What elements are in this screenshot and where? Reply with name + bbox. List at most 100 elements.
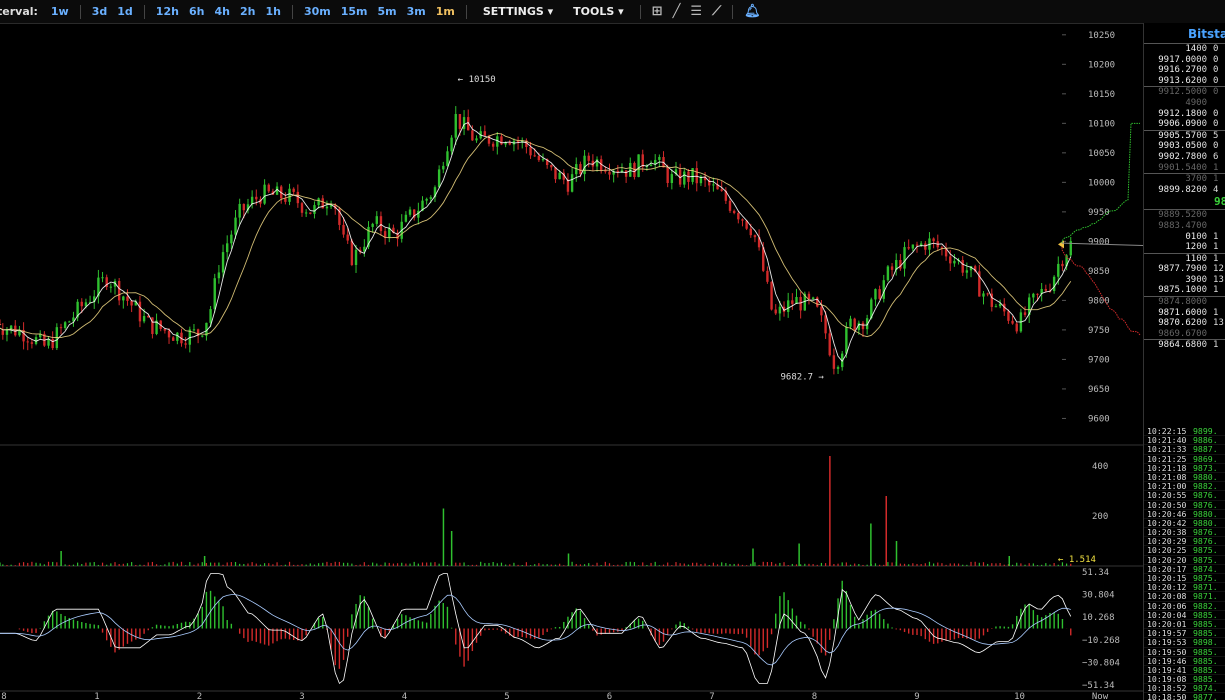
price-axis-tick: 10150 <box>1088 90 1115 100</box>
candle-body <box>741 219 744 221</box>
macd-axis-tick: −30.804 <box>1082 658 1120 668</box>
bell-icon[interactable]: 🔔︎ <box>744 4 761 19</box>
candle-body <box>259 199 262 204</box>
trade-row: 10:18:50 9877. <box>1144 693 1225 700</box>
candle-body <box>658 156 661 160</box>
candle-body <box>712 184 715 186</box>
order-amount: 1 <box>1213 162 1219 173</box>
candle-body <box>117 280 121 301</box>
candle-body <box>749 228 752 236</box>
interval-button-12h[interactable]: 12h <box>155 5 179 18</box>
interval-button-1d[interactable]: 1d <box>117 5 133 18</box>
candle-body <box>300 203 304 213</box>
interval-button-4h[interactable]: 4h <box>214 5 230 18</box>
price-axis-tick: 9900 <box>1088 237 1110 247</box>
candle-body <box>849 318 852 327</box>
interval-button-1h[interactable]: 1h <box>265 5 281 18</box>
macd-axis-tick: −10.268 <box>1082 636 1120 646</box>
trade-row: 10:20:50 9876. <box>1144 499 1225 510</box>
order-book-row: 9916.2700 0 <box>1144 65 1225 76</box>
candle-body <box>521 140 524 143</box>
candle-body <box>1057 263 1060 277</box>
candle-body <box>68 321 71 323</box>
time-axis-tick: 2 <box>197 692 202 700</box>
fan-draw-icon[interactable]: ⟋ <box>712 4 722 19</box>
macd-series <box>18 580 1072 669</box>
candle-body <box>147 316 150 318</box>
candle-body <box>442 165 445 170</box>
trade-row: 10:20:15 9875. <box>1144 574 1225 584</box>
candle-body <box>454 114 457 138</box>
candle-body <box>724 190 728 201</box>
candle-body <box>263 184 266 204</box>
candle-body <box>886 266 890 281</box>
interval-selector: 1w 3d 1d 12h 6h 4h 2h 1h 30m 15m 5m 3m 1m <box>46 4 460 19</box>
volume-axis-tick: 200 <box>1092 512 1108 522</box>
interval-button-30m[interactable]: 30m <box>303 5 331 18</box>
candle-body <box>483 131 487 136</box>
candle-body <box>774 309 777 314</box>
candle-body <box>1061 263 1064 267</box>
crosshair-icon[interactable]: ⊞ <box>651 4 663 19</box>
interval-button-3m[interactable]: 3m <box>406 5 426 18</box>
trade-price: 9871. <box>1193 591 1218 602</box>
candle-body <box>654 159 657 165</box>
candle-body <box>595 159 599 167</box>
interval-button-15m[interactable]: 15m <box>340 5 368 18</box>
candle-body <box>766 270 769 282</box>
order-book-row: 9901.5400 1 <box>1144 163 1225 174</box>
settings-menu-button[interactable]: SETTINGS ▾ <box>482 5 554 18</box>
interval-button-2h[interactable]: 2h <box>239 5 256 18</box>
trade-price: 9880. <box>1193 517 1218 528</box>
order-amount: 0 <box>1213 119 1219 130</box>
order-price: 3700 <box>1185 174 1208 185</box>
ask-depth-line <box>1061 122 1140 244</box>
order-size: 00 <box>1196 264 1208 275</box>
trade-time: 10:20:06 <box>1147 600 1187 611</box>
candle-body <box>537 156 541 161</box>
order-amount: 0 <box>1213 87 1219 98</box>
order-price: 1200 <box>1185 242 1208 253</box>
tools-menu-button[interactable]: TOOLS ▾ <box>573 5 624 18</box>
candle-body <box>446 151 449 166</box>
candle-body <box>824 315 827 334</box>
trade-price: 9877. <box>1193 692 1218 700</box>
candle-body <box>770 281 773 310</box>
exchange-title[interactable]: Bitstan <box>1188 27 1225 41</box>
candle-body <box>832 355 836 369</box>
interval-label: terval: <box>0 5 38 18</box>
order-book-row: 9864.6800 1 <box>1144 339 1225 351</box>
chart-area[interactable]: 9600 9650 9700 9750 9800 9850 9900 9950 10000 100… <box>0 23 1143 700</box>
candle-body <box>1007 311 1010 321</box>
trade-time: 10:20:50 <box>1147 499 1187 510</box>
interval-button-3d[interactable]: 3d <box>91 5 108 18</box>
interval-button-5m[interactable]: 5m <box>377 5 397 18</box>
candle-body <box>982 293 985 297</box>
candle-body <box>978 271 981 297</box>
trade-price: 9887. <box>1193 444 1218 455</box>
candle-body <box>246 204 250 211</box>
candle-body <box>101 277 104 279</box>
interval-button-6h[interactable]: 6h <box>188 5 205 18</box>
trade-row: 10:20:38 9876. <box>1144 528 1225 538</box>
mid-price-line <box>1061 242 1143 247</box>
candle-body <box>242 203 246 211</box>
candle-body <box>84 302 88 307</box>
interval-button-1m[interactable]: 1m <box>435 5 455 18</box>
slow-moving-average-line <box>0 132 1072 339</box>
horizontal-lines-icon[interactable]: ☰ <box>690 4 703 19</box>
trade-time: 10:21:00 <box>1147 481 1187 492</box>
price-axis-tick: 10050 <box>1088 149 1115 159</box>
order-book-row: 9874.8000 <box>1144 296 1225 308</box>
order-book-row: 0100 1 <box>1144 232 1225 243</box>
order-size: 00 <box>1196 253 1208 264</box>
fast-moving-average-line <box>0 122 1072 362</box>
order-amount: 0 <box>1213 75 1219 86</box>
candle-body <box>633 162 636 178</box>
line-draw-icon[interactable]: ╱ <box>672 4 681 19</box>
candle-body <box>138 301 142 322</box>
interval-button-1w[interactable]: 1w <box>50 5 69 18</box>
order-price: 4900 <box>1185 97 1208 108</box>
candle-body <box>358 249 362 252</box>
toolbar-divider <box>79 4 81 19</box>
